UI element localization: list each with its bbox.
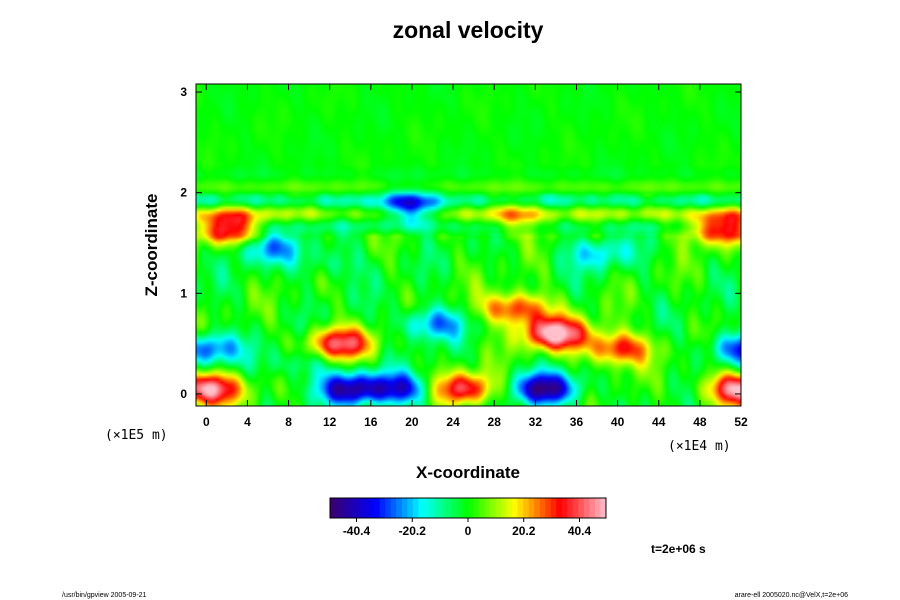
colorbar-cell: [550, 498, 557, 518]
y-tick-label: 3: [180, 85, 187, 99]
colorbar-cell: [578, 498, 585, 518]
colorbar-cell: [572, 498, 579, 518]
colorbar-cell: [429, 498, 436, 518]
colorbar-cell: [363, 498, 370, 518]
colorbar-cell: [512, 498, 519, 518]
colorbar-cell: [440, 498, 447, 518]
colorbar-cell: [528, 498, 535, 518]
x-tick-label: 16: [364, 415, 378, 429]
x-axis: 0 4 8 12 16 20 24 28 32 36 40 44 48 52: [203, 84, 748, 429]
y-axis-label: Z-coordinate: [142, 194, 161, 297]
x-tick-label: 32: [529, 415, 543, 429]
colorbar-cell: [501, 498, 508, 518]
colorbar-cell: [594, 498, 601, 518]
colorbar-cell: [412, 498, 419, 518]
x-tick-label: 12: [323, 415, 337, 429]
colorbar-tick-label: -20.2: [399, 524, 427, 538]
colorbar-cell: [451, 498, 458, 518]
x-tick-label: 20: [405, 415, 419, 429]
colorbar-cell: [506, 498, 513, 518]
footer-right: arare-ell 2005020.nc@VelX,t=2e+06: [735, 592, 848, 599]
x-tick-label: 4: [244, 415, 251, 429]
colorbar-cell: [517, 498, 524, 518]
colorbar-cell: [352, 498, 358, 518]
x-axis-label: X-coordinate: [416, 463, 520, 482]
x-tick-label: 40: [611, 415, 625, 429]
y-tick-label: 2: [180, 186, 187, 200]
colorbar-cell: [330, 498, 336, 518]
chart-title: zonal velocity: [393, 17, 544, 43]
colorbar-cell: [545, 498, 552, 518]
time-label: t=2e+06 s: [651, 542, 706, 556]
colorbar-cell: [396, 498, 403, 518]
plot-frame: [195, 83, 742, 407]
colorbar-cell: [357, 498, 364, 518]
plot-area: [195, 83, 742, 407]
colorbar-cell: [418, 498, 425, 518]
colorbar-cell: [341, 498, 347, 518]
colorbar-cell: [374, 498, 381, 518]
colorbar-tick-label: -40.4: [343, 524, 371, 538]
x-tick-label: 8: [285, 415, 292, 429]
colorbar-tick-label: 20.2: [512, 524, 536, 538]
y-tick-label: 1: [180, 286, 187, 300]
colorbar-cell: [495, 498, 502, 518]
colorbar-cell: [600, 498, 607, 518]
colorbar-cell: [385, 498, 392, 518]
y-axis: 0 1 2 3: [180, 85, 741, 401]
footer-left: /usr/bin/gpview 2005-09-21: [62, 592, 147, 599]
x-tick-label: 28: [488, 415, 502, 429]
colorbar-cell: [390, 498, 397, 518]
x-tick-label: 36: [570, 415, 584, 429]
velocity-field-image: [196, 84, 741, 406]
colorbar-cell: [479, 498, 485, 518]
colorbar-cell: [346, 498, 353, 518]
colorbar-cell: [583, 498, 590, 518]
x-tick-label: 52: [734, 415, 748, 429]
colorbar-cell: [589, 498, 596, 518]
colorbar-cell: [490, 498, 496, 518]
x-tick-label: 44: [652, 415, 666, 429]
x-tick-label: 24: [446, 415, 460, 429]
colorbar-cell: [456, 498, 463, 518]
colorbar: -40.4 -20.2 0 20.2 40.4: [329, 497, 607, 538]
colorbar-cell: [484, 498, 491, 518]
colorbar-cell: [445, 498, 452, 518]
colorbar-tick-label: 40.4: [568, 524, 592, 538]
colorbar-cell: [368, 498, 375, 518]
colorbar-cell: [423, 498, 430, 518]
colorbar-cell: [407, 498, 414, 518]
y-tick-label: 0: [180, 387, 187, 401]
colorbar-tick-label: 0: [465, 524, 472, 538]
colorbar-cell: [434, 498, 441, 518]
x-tick-label: 0: [203, 415, 210, 429]
colorbar-cell: [534, 498, 541, 518]
colorbar-cell: [523, 498, 530, 518]
colorbar-cell: [539, 498, 546, 518]
y-scale-note: (×1E5 m): [105, 428, 168, 443]
colorbar-cell: [468, 498, 474, 518]
colorbar-cell: [556, 498, 563, 518]
colorbar-cell: [567, 498, 574, 518]
x-tick-label: 48: [693, 415, 707, 429]
colorbar-cell: [473, 498, 480, 518]
colorbar-cell: [335, 498, 342, 518]
colorbar-cell: [462, 498, 469, 518]
x-scale-note: (×1E4 m): [668, 439, 731, 454]
colorbar-cell: [561, 498, 568, 518]
colorbar-cell: [379, 498, 386, 518]
colorbar-cell: [401, 498, 408, 518]
